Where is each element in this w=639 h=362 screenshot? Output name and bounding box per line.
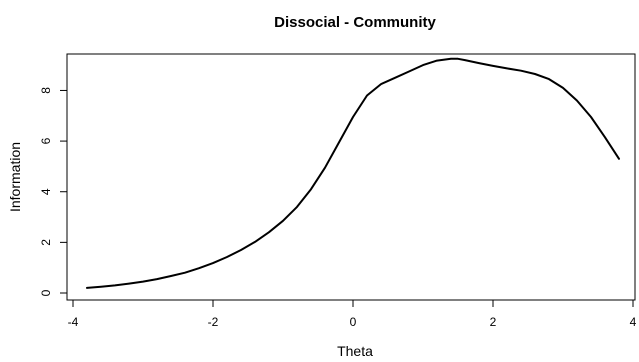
x-axis-label: Theta — [337, 343, 373, 359]
information-curve — [86, 57, 620, 289]
y-tick-label: 4 — [39, 188, 53, 195]
plot-frame — [66, 53, 636, 301]
chart-title: Dissocial - Community — [274, 14, 436, 31]
y-tick-label: 0 — [39, 289, 53, 296]
x-tick-label: 4 — [630, 315, 637, 329]
y-axis-label: Information — [7, 142, 23, 212]
y-tick-label: 8 — [39, 87, 53, 94]
x-tick-label: 2 — [490, 315, 497, 329]
x-axis: -4 -2 0 2 4 — [68, 299, 637, 329]
y-axis: 0 2 4 6 8 — [39, 87, 68, 296]
x-tick-label: -4 — [68, 315, 79, 329]
y-tick-label: 2 — [39, 239, 53, 246]
y-tick-label: 6 — [39, 137, 53, 144]
x-tick-label: -2 — [208, 315, 219, 329]
x-tick-label: 0 — [350, 315, 357, 329]
